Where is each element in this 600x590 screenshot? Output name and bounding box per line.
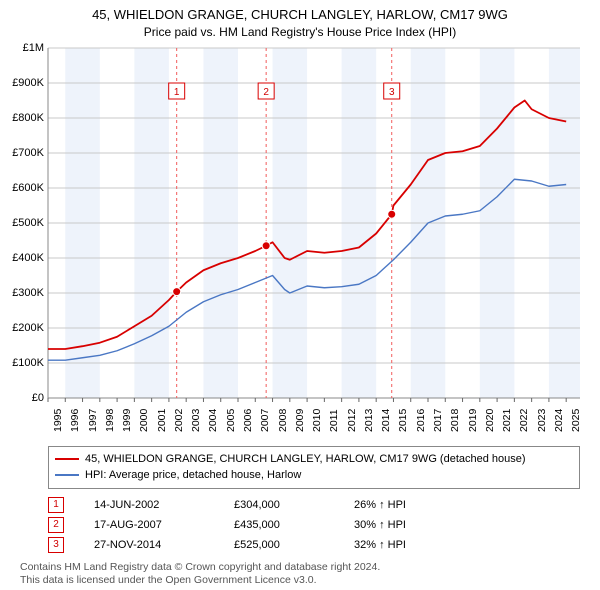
- legend-item: 45, WHIELDON GRANGE, CHURCH LANGLEY, HAR…: [55, 451, 573, 468]
- marker-pct: 32% ↑ HPI: [354, 539, 454, 551]
- marker-number-box: 3: [48, 537, 64, 553]
- y-tick-label: £900K: [12, 77, 44, 89]
- marker-price: £435,000: [234, 519, 324, 531]
- svg-text:2: 2: [263, 87, 269, 98]
- svg-text:1: 1: [174, 87, 180, 98]
- footer-line-1: Contains HM Land Registry data © Crown c…: [20, 561, 580, 575]
- marker-pct: 30% ↑ HPI: [354, 519, 454, 531]
- y-tick-label: £300K: [12, 287, 44, 299]
- y-tick-label: £600K: [12, 182, 44, 194]
- legend-label: 45, WHIELDON GRANGE, CHURCH LANGLEY, HAR…: [85, 451, 526, 468]
- footer-attribution: Contains HM Land Registry data © Crown c…: [20, 561, 580, 588]
- y-tick-label: £100K: [12, 357, 44, 369]
- y-tick-label: £500K: [12, 217, 44, 229]
- title-sub: Price paid vs. HM Land Registry's House …: [0, 24, 600, 40]
- marker-date: 17-AUG-2007: [94, 519, 204, 531]
- marker-price: £525,000: [234, 539, 324, 551]
- legend-swatch: [55, 458, 79, 460]
- y-tick-label: £200K: [12, 322, 44, 334]
- marker-date: 27-NOV-2014: [94, 539, 204, 551]
- marker-row: 2 17-AUG-2007 £435,000 30% ↑ HPI: [48, 515, 580, 535]
- chart-area: 1 2 3 £0 £100K £200K £300K £400K £500K £600K £700…: [0, 40, 600, 442]
- y-tick-label: £400K: [12, 252, 44, 264]
- marker-date: 14-JUN-2002: [94, 499, 204, 511]
- svg-text:3: 3: [389, 87, 395, 98]
- legend-swatch: [55, 474, 79, 476]
- y-tick-label: £700K: [12, 147, 44, 159]
- title-main: 45, WHIELDON GRANGE, CHURCH LANGLEY, HAR…: [0, 6, 600, 24]
- marker-price: £304,000: [234, 499, 324, 511]
- footer-line-2: This data is licensed under the Open Gov…: [20, 574, 580, 588]
- legend: 45, WHIELDON GRANGE, CHURCH LANGLEY, HAR…: [48, 446, 580, 489]
- y-axis-labels: £0 £100K £200K £300K £400K £500K £600K £700K £80…: [0, 40, 48, 442]
- marker-row: 1 14-JUN-2002 £304,000 26% ↑ HPI: [48, 495, 580, 515]
- marker-pct: 26% ↑ HPI: [354, 499, 454, 511]
- line-chart: 1 2 3: [0, 40, 600, 442]
- legend-item: HPI: Average price, detached house, Harl…: [55, 467, 573, 484]
- y-tick-label: £0: [32, 392, 44, 404]
- chart-title-block: 45, WHIELDON GRANGE, CHURCH LANGLEY, HAR…: [0, 0, 600, 40]
- marker-row: 3 27-NOV-2014 £525,000 32% ↑ HPI: [48, 535, 580, 555]
- marker-table: 1 14-JUN-2002 £304,000 26% ↑ HPI 2 17-AUG-200…: [48, 495, 580, 555]
- marker-number-box: 2: [48, 517, 64, 533]
- legend-label: HPI: Average price, detached house, Harl…: [85, 467, 301, 484]
- y-tick-label: £1M: [23, 42, 44, 54]
- y-tick-label: £800K: [12, 112, 44, 124]
- marker-number-box: 1: [48, 497, 64, 513]
